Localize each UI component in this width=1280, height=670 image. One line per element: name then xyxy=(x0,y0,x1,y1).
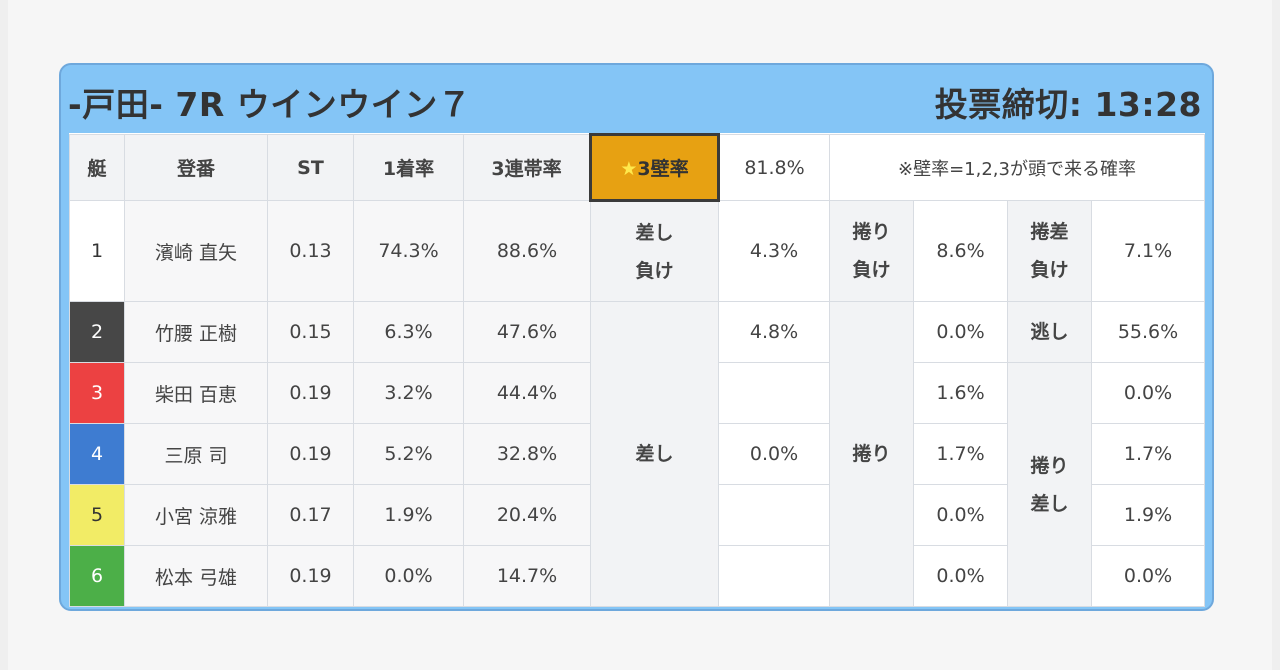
win-rate: 3.2% xyxy=(353,362,464,424)
start-timing: 0.19 xyxy=(267,362,354,424)
page-margin-right xyxy=(1272,0,1280,670)
sashi-value-3 xyxy=(718,362,830,424)
kabe-rate-badge: ★3壁率 xyxy=(589,133,720,202)
table-row-6: 6 松本 弓雄 0.19 0.0% 14.7% 0.0% 0.0% xyxy=(69,545,1205,607)
col-header-top3-rate: 3連帯率 xyxy=(463,134,591,201)
win-rate: 1.9% xyxy=(353,484,464,546)
star-icon: ★ xyxy=(620,158,638,180)
kabe-rate-value: 81.8% xyxy=(718,134,830,201)
sashi-value-5 xyxy=(718,484,830,546)
nige-label: 逃し xyxy=(1007,301,1092,363)
makurizashi-make-value: 7.1% xyxy=(1091,200,1205,302)
page-margin-left xyxy=(0,0,8,670)
makuri-value-2: 0.0% xyxy=(913,301,1008,363)
col-header-st: ST xyxy=(267,134,354,201)
start-timing: 0.17 xyxy=(267,484,354,546)
boat-number-5: 5 xyxy=(69,484,125,546)
start-timing: 0.19 xyxy=(267,545,354,607)
makuri-label: 捲り xyxy=(829,301,914,607)
table-row-3: 3 柴田 百恵 0.19 3.2% 44.4% 1.6% 捲り 差し 0.0% xyxy=(69,362,1205,607)
boat-number-3: 3 xyxy=(69,362,125,424)
boat-number-2: 2 xyxy=(69,301,125,363)
racer-name: 松本 弓雄 xyxy=(124,545,268,607)
win-rate: 6.3% xyxy=(353,301,464,363)
makurizashi-value-6: 0.0% xyxy=(1091,545,1205,607)
racer-name: 小宮 涼雅 xyxy=(124,484,268,546)
win-rate: 0.0% xyxy=(353,545,464,607)
header-row: 艇 登番 ST 1着率 3連帯率 ★3壁率 81.8% ※壁率=1,2,3が頭で… xyxy=(69,133,1205,202)
sashi-value-4: 0.0% xyxy=(718,423,830,485)
top3-rate: 20.4% xyxy=(463,484,591,546)
race-title: -戸田- 7R ウインウイン７ xyxy=(68,85,472,124)
racer-name: 濱崎 直矢 xyxy=(124,200,268,302)
betting-deadline: 投票締切: 13:28 xyxy=(934,85,1202,124)
makurizashi-make-label: 捲差 負け xyxy=(1007,200,1092,302)
start-timing: 0.15 xyxy=(267,301,354,363)
makurizashi-value-4: 1.7% xyxy=(1091,423,1205,485)
kabe-rate-label: 3壁率 xyxy=(637,158,689,180)
kabe-rate-note: ※壁率=1,2,3が頭で来る確率 xyxy=(829,134,1205,201)
makurizashi-value-3: 0.0% xyxy=(1091,362,1205,424)
col-header-win-rate: 1着率 xyxy=(353,134,464,201)
win-rate: 5.2% xyxy=(353,423,464,485)
sashi-make-label: 差し 負け xyxy=(590,200,719,302)
boat-number-4: 4 xyxy=(69,423,125,485)
win-rate: 74.3% xyxy=(353,200,464,302)
top3-rate: 44.4% xyxy=(463,362,591,424)
col-header-boat: 艇 xyxy=(69,134,125,201)
sashi-value-2: 4.8% xyxy=(718,301,830,363)
makuri-make-value: 8.6% xyxy=(913,200,1008,302)
makuri-make-label: 捲り 負け xyxy=(829,200,914,302)
makuri-value-4: 1.7% xyxy=(913,423,1008,485)
table-row-2: 2 竹腰 正樹 0.15 6.3% 47.6% 差し 4.8% 捲り 0.0% … xyxy=(69,301,1205,607)
racer-name: 竹腰 正樹 xyxy=(124,301,268,363)
sashi-label: 差し xyxy=(590,301,719,607)
top3-rate: 88.6% xyxy=(463,200,591,302)
racer-name: 柴田 百恵 xyxy=(124,362,268,424)
col-header-reg-no: 登番 xyxy=(124,134,268,201)
top3-rate: 14.7% xyxy=(463,545,591,607)
makurizashi-value-5: 1.9% xyxy=(1091,484,1205,546)
boat-number-1: 1 xyxy=(69,200,125,302)
start-timing: 0.13 xyxy=(267,200,354,302)
nige-value: 55.6% xyxy=(1091,301,1205,363)
sashi-make-value: 4.3% xyxy=(718,200,830,302)
table-row-5: 5 小宮 涼雅 0.17 1.9% 20.4% 0.0% 1.9% xyxy=(69,484,1205,546)
table-row-4: 4 三原 司 0.19 5.2% 32.8% 0.0% 1.7% 1.7% xyxy=(69,423,1205,485)
sashi-value-6 xyxy=(718,545,830,607)
start-timing: 0.19 xyxy=(267,423,354,485)
makuri-value-6: 0.0% xyxy=(913,545,1008,607)
race-stats-table: 艇 登番 ST 1着率 3連帯率 ★3壁率 81.8% ※壁率=1,2,3が頭で… xyxy=(69,133,1205,607)
makuri-value-5: 0.0% xyxy=(913,484,1008,546)
racer-name: 三原 司 xyxy=(124,423,268,485)
makurizashi-label: 捲り 差し xyxy=(1007,362,1092,607)
table-row-1: 1 濱崎 直矢 0.13 74.3% 88.6% 差し 負け 4.3% 捲り 負け … xyxy=(69,200,1205,302)
top3-rate: 32.8% xyxy=(463,423,591,485)
boat-number-6: 6 xyxy=(69,545,125,607)
makuri-value-3: 1.6% xyxy=(913,362,1008,424)
top3-rate: 47.6% xyxy=(463,301,591,363)
